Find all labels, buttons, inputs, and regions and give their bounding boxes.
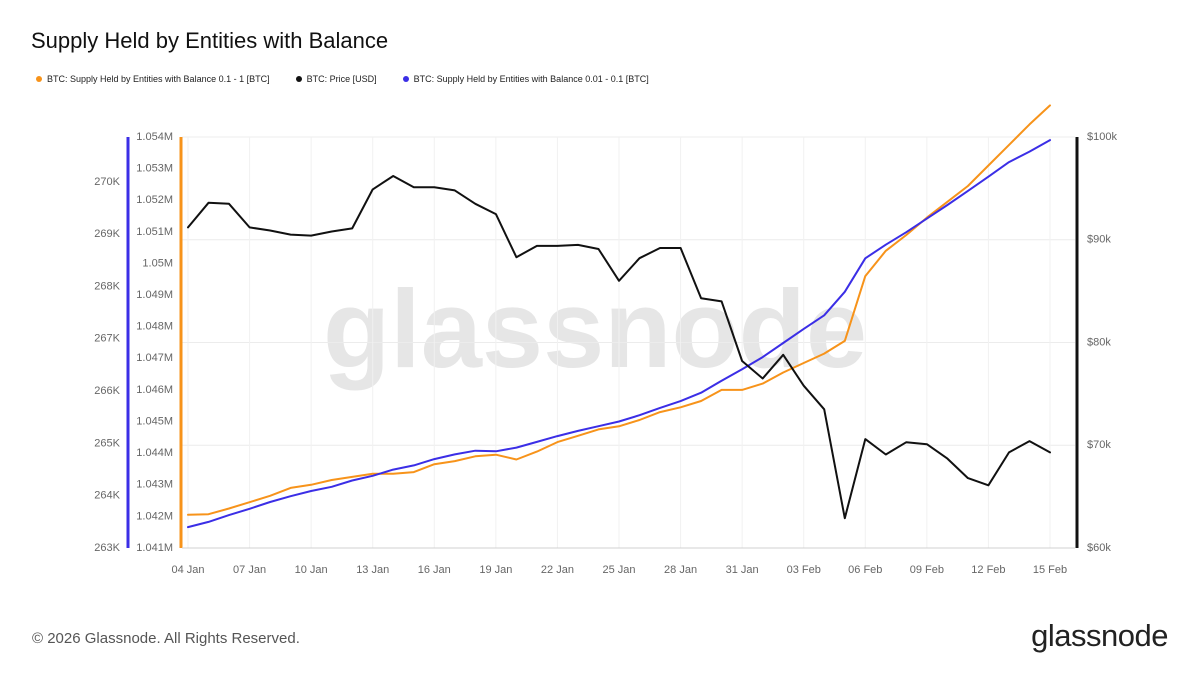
x-axis-tick-label: 04 Jan [171,564,204,576]
legend: BTC: Supply Held by Entities with Balanc… [36,74,649,84]
price-axis-tick-label: $70k [1087,439,1111,451]
orange-axis-tick-label: 1.045M [136,415,173,427]
orange-axis-tick-label: 1.047M [136,352,173,364]
purple-axis-tick-label: 269K [94,228,120,240]
x-axis-tick-label: 25 Jan [602,564,635,576]
x-axis-tick-label: 31 Jan [726,564,759,576]
gridlines [182,136,1075,549]
legend-item-price[interactable]: BTC: Price [USD] [295,74,377,84]
orange-axis-tick-label: 1.046M [136,384,173,396]
purple-axis-tick-label: 265K [94,437,120,449]
legend-dot-orange [36,76,42,82]
x-axis-tick-label: 10 Jan [295,564,328,576]
orange-axis-tick-label: 1.054M [136,131,173,143]
orange-axis-tick-label: 1.053M [136,163,173,175]
legend-item-purple[interactable]: BTC: Supply Held by Entities with Balanc… [402,74,649,84]
x-axis-tick-label: 03 Feb [787,564,821,576]
x-axis-tick-label: 09 Feb [910,564,944,576]
axes: 263K 264K 265K 266K 267K 268K 269K 270K 1.041M 1.… [94,131,1117,576]
glassnode-logo: glassnode [1031,618,1168,653]
orange-axis-tick-label: 1.041M [136,542,173,554]
orange-axis-tick-label: 1.051M [136,226,173,238]
x-axis-tick-label: 22 Jan [541,564,574,576]
x-axis-tick-label: 19 Jan [479,564,512,576]
purple-axis-tick-label: 268K [94,280,120,292]
x-axis-tick-label: 13 Jan [356,564,389,576]
series-line-price [187,175,1051,520]
x-axis-tick-label: 12 Feb [971,564,1005,576]
price-axis-tick-label: $60k [1087,542,1111,554]
orange-axis-tick-label: 1.049M [136,289,173,301]
legend-label-purple: BTC: Supply Held by Entities with Balanc… [413,74,649,84]
purple-axis-tick-label: 270K [94,176,120,188]
legend-dot-price [295,76,302,82]
price-axis-tick-label: $100k [1087,131,1117,143]
copyright-footer: © 2026 Glassnode. All Rights Reserved. [32,630,300,647]
series-line-purple [187,139,1051,529]
orange-axis-tick-label: 1.05M [142,257,173,269]
x-axis-tick-label: 07 Jan [233,564,266,576]
price-axis-tick-label: $80k [1087,336,1111,348]
orange-axis-tick-label: 1.048M [136,321,173,333]
purple-axis-tick-label: 264K [94,490,120,502]
orange-axis-tick-label: 1.042M [136,510,173,522]
legend-label-price: BTC: Price [USD] [306,74,377,84]
x-axis-tick-label: 28 Jan [664,564,697,576]
legend-item-orange[interactable]: BTC: Supply Held by Entities with Balanc… [36,74,270,84]
orange-axis-tick-label: 1.052M [136,194,173,206]
series-lines [187,104,1051,529]
orange-axis-tick-label: 1.043M [136,479,173,491]
legend-label-orange: BTC: Supply Held by Entities with Balanc… [47,74,270,84]
x-axis-tick-label: 15 Feb [1033,564,1067,576]
x-axis-tick-label: 16 Jan [418,564,451,576]
legend-dot-purple [402,76,409,82]
purple-axis-tick-label: 263K [94,542,120,554]
purple-axis-tick-label: 266K [94,385,120,397]
chart-title: Supply Held by Entities with Balance [31,28,389,53]
purple-axis-tick-label: 267K [94,333,120,345]
price-axis-tick-label: $90k [1087,234,1111,246]
orange-axis-tick-label: 1.044M [136,447,173,459]
x-axis-tick-label: 06 Feb [848,564,882,576]
watermark: glassnode [323,268,867,391]
series-line-orange [187,104,1051,516]
